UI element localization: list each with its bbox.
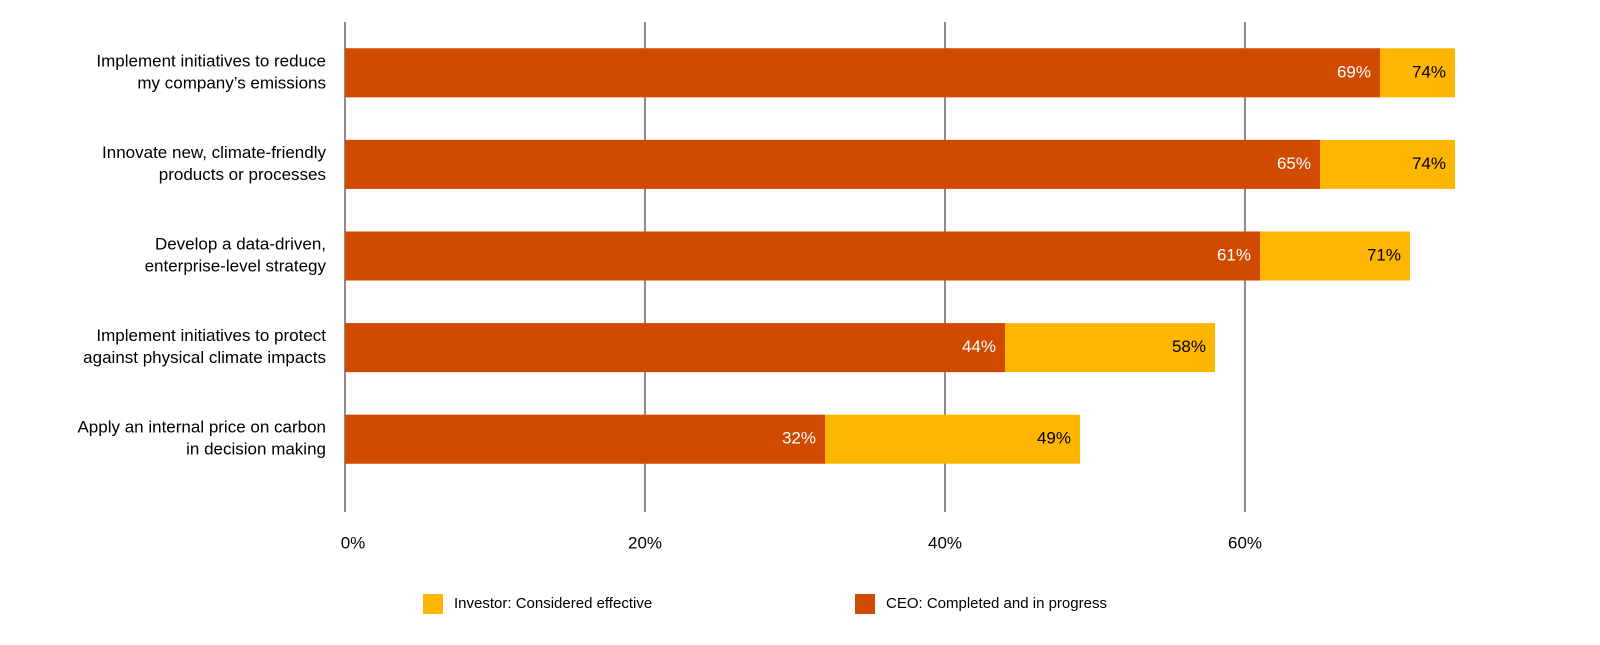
x-tick-label: 20% <box>628 533 662 552</box>
value-label: 58% <box>1172 337 1206 356</box>
category-label: my company’s emissions <box>137 73 326 92</box>
category-label: products or processes <box>159 165 326 184</box>
bar <box>345 414 825 464</box>
legend-swatch <box>855 594 875 614</box>
x-tick-label: 40% <box>928 533 962 552</box>
bar <box>345 231 1260 281</box>
value-label: 71% <box>1367 245 1401 264</box>
legend-label: Investor: Considered effective <box>454 595 652 612</box>
value-label: 61% <box>1217 245 1251 264</box>
bar <box>345 48 1380 98</box>
category-label: Innovate new, climate-friendly <box>102 143 326 162</box>
value-label: 74% <box>1412 154 1446 173</box>
category-label: against physical climate impacts <box>83 348 326 367</box>
category-label: enterprise-level strategy <box>145 256 327 275</box>
category-label: Implement initiatives to reduce <box>96 51 326 70</box>
value-label: 74% <box>1412 62 1446 81</box>
category-label: Implement initiatives to protect <box>96 326 326 345</box>
x-tick-label: 0% <box>341 533 366 552</box>
legend-swatch <box>423 594 443 614</box>
value-label: 65% <box>1277 154 1311 173</box>
bar <box>345 323 1005 373</box>
value-label: 49% <box>1037 429 1071 448</box>
bar <box>345 139 1320 189</box>
category-label: Apply an internal price on carbon <box>77 418 326 437</box>
value-label: 32% <box>782 429 816 448</box>
value-label: 69% <box>1337 62 1371 81</box>
category-label: in decision making <box>186 440 326 459</box>
x-tick-label: 60% <box>1228 533 1262 552</box>
value-label: 44% <box>962 337 996 356</box>
category-label: Develop a data-driven, <box>155 234 326 253</box>
legend-label: CEO: Completed and in progress <box>886 595 1107 612</box>
